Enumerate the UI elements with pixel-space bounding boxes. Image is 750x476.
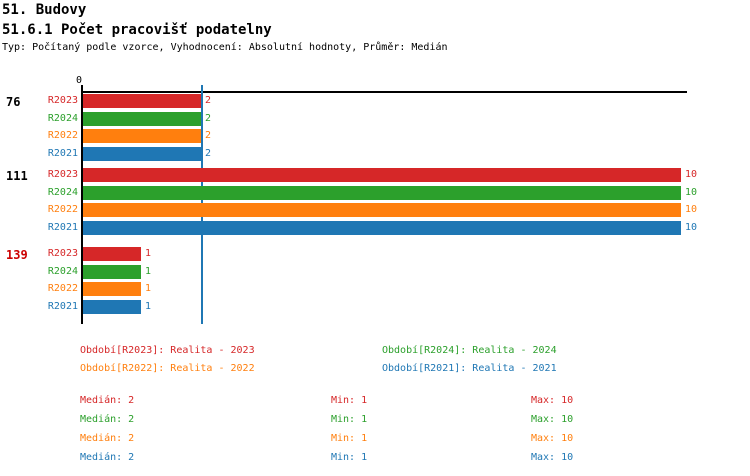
stat-min: Min: 1 — [331, 433, 368, 444]
series-label: R2021 — [47, 221, 78, 233]
bar-value-label: 10 — [685, 204, 698, 215]
stat-min: Min: 1 — [331, 395, 368, 406]
series-label: R2021 — [47, 147, 78, 159]
legend-item: Období[R2023]: Realita - 2023 — [80, 345, 255, 356]
stat-min: Min: 1 — [331, 414, 368, 425]
bar-value-label: 10 — [685, 221, 698, 233]
bar-value-label: 1 — [145, 283, 152, 294]
bar-value-label: 2 — [205, 112, 212, 124]
bar-value-label: 1 — [145, 265, 152, 277]
series-label: R2022 — [47, 283, 78, 294]
x-axis-line — [82, 91, 687, 93]
bar — [83, 129, 201, 143]
series-label: R2023 — [47, 248, 78, 259]
bar — [83, 185, 681, 200]
stat-median: Medián: 2 — [80, 414, 135, 425]
bar — [83, 168, 681, 182]
stat-max: Max: 10 — [531, 452, 574, 463]
y-axis-line — [81, 91, 83, 324]
bar — [83, 299, 141, 314]
bar — [83, 247, 141, 261]
bar — [83, 220, 681, 235]
bar — [83, 282, 141, 296]
chart-meta: Typ: Počítaný podle vzorce, Vyhodnocení:… — [2, 42, 448, 53]
series-label: R2023 — [47, 169, 78, 180]
series-label: R2021 — [47, 300, 78, 312]
bar — [83, 111, 201, 126]
x-axis-tick — [81, 85, 83, 92]
stat-max: Max: 10 — [531, 395, 574, 406]
bar-value-label: 2 — [205, 147, 212, 159]
stat-median: Medián: 2 — [80, 395, 135, 406]
bar-value-label: 1 — [145, 248, 152, 259]
series-label: R2024 — [47, 186, 78, 198]
bar-value-label: 10 — [685, 169, 698, 180]
series-label: R2024 — [47, 112, 78, 124]
page-title: 51. Budovy — [2, 2, 87, 18]
group-label: 139 — [6, 248, 28, 262]
stat-median: Medián: 2 — [80, 433, 135, 444]
bar — [83, 203, 681, 217]
series-label: R2022 — [47, 130, 78, 141]
bar-value-label: 10 — [685, 186, 698, 198]
legend-item: Období[R2022]: Realita - 2022 — [80, 363, 255, 374]
stat-max: Max: 10 — [531, 433, 574, 444]
bar — [83, 94, 201, 108]
legend-item: Období[R2024]: Realita - 2024 — [382, 345, 557, 356]
legend-item: Období[R2021]: Realita - 2021 — [382, 363, 557, 374]
series-label: R2023 — [47, 95, 78, 106]
series-label: R2022 — [47, 204, 78, 215]
bar-value-label: 2 — [205, 95, 212, 106]
stat-min: Min: 1 — [331, 452, 368, 463]
group-label: 76 — [6, 95, 21, 109]
bar-value-label: 2 — [205, 130, 212, 141]
bar-value-label: 1 — [145, 300, 152, 312]
x-axis-zero-label: 0 — [76, 75, 83, 86]
group-label: 111 — [6, 169, 28, 183]
bar — [83, 146, 201, 161]
chart-subtitle: 51.6.1 Počet pracovišť podatelny — [2, 22, 272, 38]
stat-max: Max: 10 — [531, 414, 574, 425]
bar — [83, 264, 141, 279]
stat-median: Medián: 2 — [80, 452, 135, 463]
series-label: R2024 — [47, 265, 78, 277]
